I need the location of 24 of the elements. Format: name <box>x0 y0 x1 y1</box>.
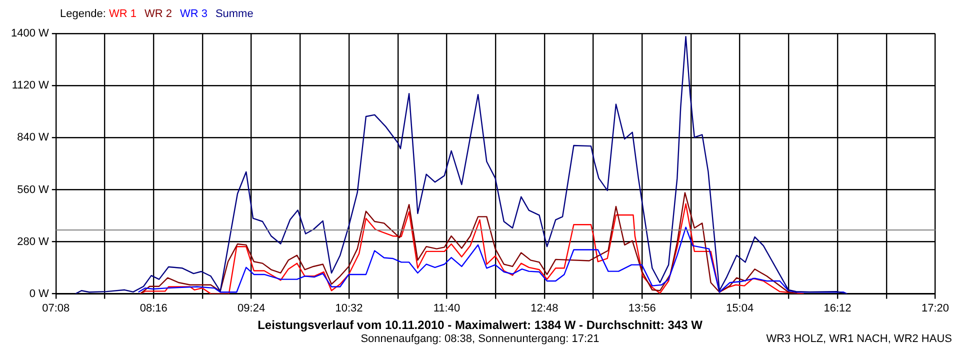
y-tick-label: 840 W <box>17 132 50 144</box>
legend-title: Legende: <box>60 8 107 20</box>
text: WR3 HOLZ, WR1 NACH, WR2 HAUS <box>766 332 952 346</box>
x-tick-label: 12:48 <box>530 302 558 314</box>
text: Leistungsverlauf vom 10.11.2010 - Maximalwert: 1384 W - Durchschnitt: 343 W <box>256 318 704 332</box>
text: WR 3 <box>180 8 208 20</box>
text: WR 2 <box>144 8 172 20</box>
y-tick-label: 1400 W <box>10 28 50 40</box>
text: Sonnenaufgang: 08:38, Sonnenuntergang: 17:21 <box>360 333 600 345</box>
x-tick-label: 07:08 <box>42 302 70 314</box>
text: Summe <box>215 8 254 20</box>
x-tick-label: 15:04 <box>726 302 754 314</box>
y-tick-label: 0 W <box>29 288 50 300</box>
text: WR 1 <box>108 8 136 20</box>
y-tick-label: 560 W <box>17 184 50 196</box>
x-tick-label: 09:24 <box>238 302 266 314</box>
x-tick-label: 13:56 <box>628 302 656 314</box>
y-tick-label: 1120 W <box>12 80 50 92</box>
x-tick-label: 11:40 <box>433 302 460 314</box>
y-tick-label: 280 W <box>17 236 50 248</box>
x-tick-label: 10:32 <box>335 302 363 314</box>
x-tick-label: 16:12 <box>824 302 852 314</box>
x-tick-label: 08:16 <box>140 302 168 314</box>
x-tick-label: 17:20 <box>921 302 949 314</box>
